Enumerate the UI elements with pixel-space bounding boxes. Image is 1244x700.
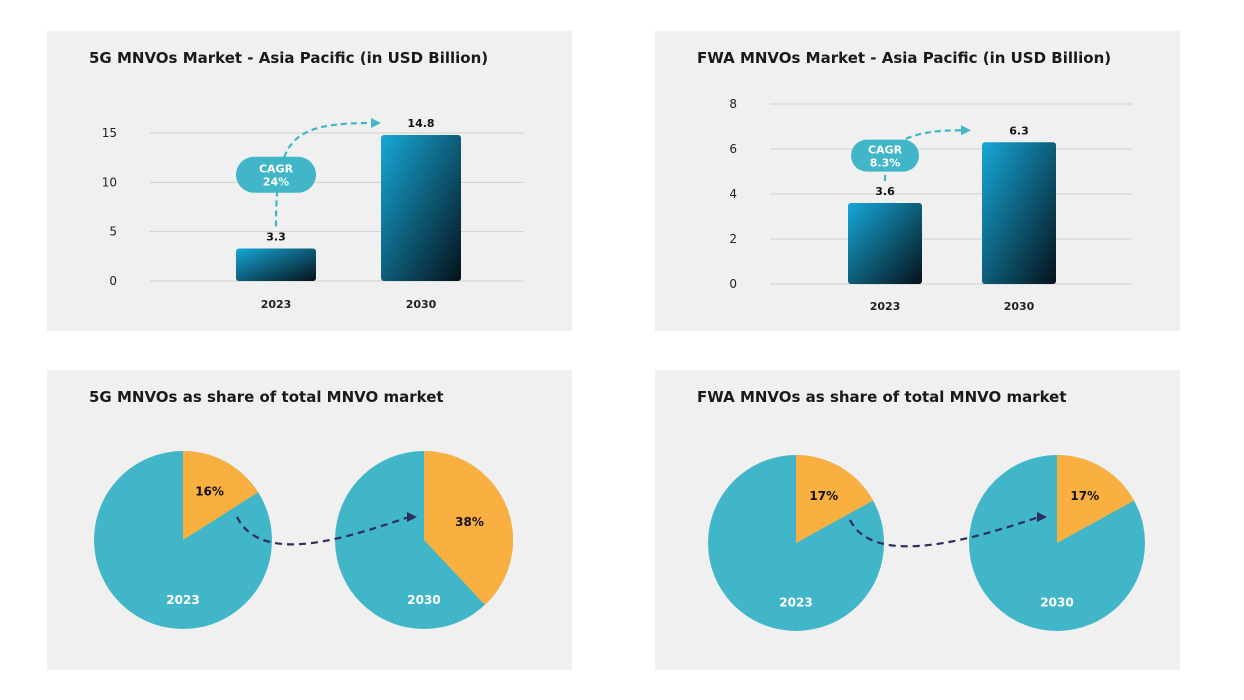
pie-year-label: 2023 — [166, 593, 199, 607]
chart-title: 5G MNVOs Market - Asia Pacific (in USD B… — [89, 49, 489, 67]
x-tick-label: 2030 — [1004, 300, 1035, 313]
y-tick-label: 8 — [729, 97, 737, 111]
cagr-arrow — [274, 121, 374, 227]
pie-year-label: 2023 — [779, 595, 812, 609]
x-tick-label: 2030 — [406, 298, 437, 311]
y-tick-label: 6 — [729, 142, 737, 156]
pie-year-label: 2030 — [407, 593, 440, 607]
pie-share-slice-2023 — [796, 455, 874, 543]
share-label: 17% — [1070, 489, 1099, 503]
pie-charts-5g-share: 16% 2023 38% 2030 — [94, 451, 513, 629]
pie-share-slice-2030 — [424, 451, 513, 605]
arrowhead-icon — [407, 512, 417, 522]
chart-title: 5G MNVOs as share of total MNVO market — [89, 388, 444, 406]
pie-year-label: 2030 — [1040, 595, 1073, 609]
pie-share-slice-2023 — [183, 451, 259, 540]
y-tick-label: 2 — [729, 232, 737, 246]
arrowhead-icon — [371, 117, 381, 128]
data-label: 3.3 — [266, 230, 286, 243]
cagr-value: 24% — [263, 176, 289, 189]
trend-arrow — [849, 515, 1040, 548]
share-label: 17% — [809, 489, 838, 503]
chart-panel-5g-market: 0 5 10 15 3.3 2023 14.8 2030 CAGR 24% 5G MNVOs Ma… — [47, 31, 572, 331]
chart-panel-5g-share: 16% 2023 38% 2030 5G MNVOs as share of tota… — [47, 370, 572, 670]
chart-panel-fwa-market: 0 2 4 6 8 3.6 2023 6.3 2030 CAGR 8.3% FWA MNVOs Ma… — [655, 31, 1180, 331]
chart-panel-fwa-share: 17% 2023 17% 2030 FWA MNVOs as share of tot… — [655, 370, 1180, 670]
chart-title: FWA MNVOs Market - Asia Pacific (in USD … — [697, 49, 1112, 67]
cagr-label: CAGR — [259, 163, 294, 176]
trend-arrow — [236, 515, 410, 546]
cagr-bubble — [851, 139, 919, 172]
y-tick-label: 5 — [109, 225, 117, 239]
pie-charts-fwa-share: 17% 2023 17% 2030 — [708, 455, 1145, 631]
arrowhead-icon — [1037, 512, 1047, 522]
bar-2023 — [848, 203, 922, 284]
y-tick-label: 0 — [109, 274, 117, 288]
cagr-value: 8.3% — [870, 157, 901, 170]
chart-title: FWA MNVOs as share of total MNVO market — [697, 388, 1067, 406]
y-tick-label: 0 — [729, 277, 737, 291]
x-tick-label: 2023 — [870, 300, 901, 313]
cagr-label: CAGR — [868, 144, 903, 157]
y-tick-label: 4 — [729, 187, 737, 201]
y-tick-label: 15 — [102, 126, 117, 140]
bar-2030 — [381, 134, 461, 281]
bar-2030 — [982, 142, 1056, 284]
share-label: 38% — [455, 515, 484, 529]
data-label: 6.3 — [1009, 124, 1029, 137]
y-tick-label: 10 — [102, 175, 117, 189]
x-tick-label: 2023 — [261, 298, 292, 311]
data-label: 3.6 — [875, 185, 895, 198]
data-label: 14.8 — [407, 117, 434, 130]
share-label: 16% — [195, 485, 224, 499]
pie-share-slice-2030 — [1057, 455, 1135, 543]
arrowhead-icon — [961, 125, 971, 136]
cagr-bubble — [236, 156, 316, 193]
bar-2023 — [236, 248, 316, 281]
